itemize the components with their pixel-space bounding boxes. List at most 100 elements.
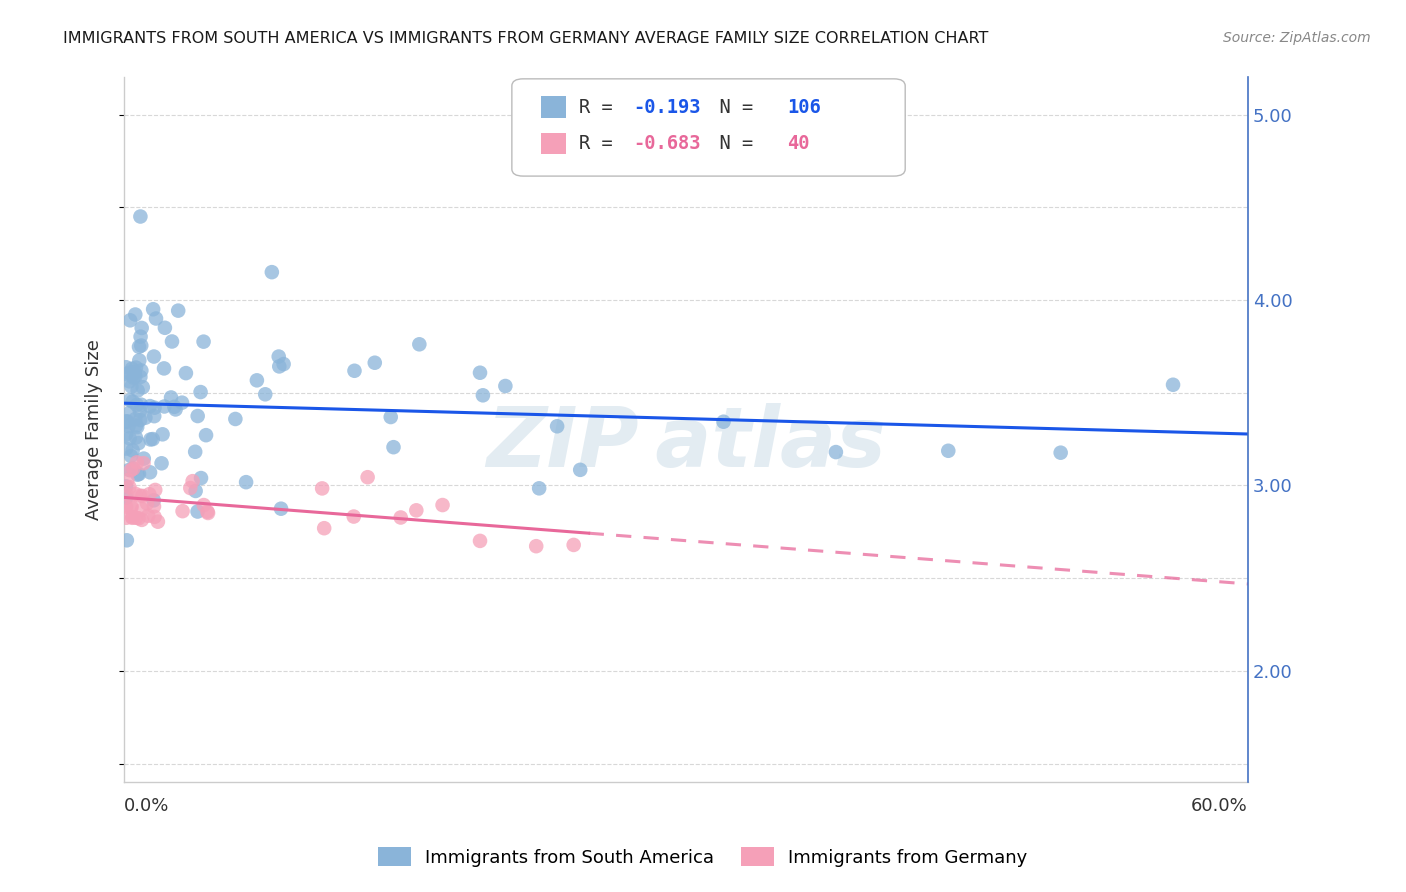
Point [343,364,366,378]
Text: 60.0%: 60.0% [1191,797,1249,815]
FancyBboxPatch shape [541,133,565,154]
Point [118,480,141,494]
Point [527,481,550,495]
Point [115,367,138,381]
Point [132,380,155,394]
Point [389,510,412,524]
Point [124,369,146,384]
Point [174,366,197,380]
Point [115,487,138,501]
Point [118,431,141,445]
Point [124,412,146,426]
Point [129,398,152,412]
Point [153,361,176,376]
FancyBboxPatch shape [512,78,905,176]
Point [138,487,160,501]
Point [132,451,155,466]
Text: R =: R = [579,97,624,117]
Point [1161,377,1184,392]
Point [170,395,193,409]
Point [235,475,257,490]
Point [115,500,138,514]
Point [124,308,146,322]
Point [115,533,138,548]
Point [129,210,152,224]
Text: 106: 106 [787,97,821,117]
Point [713,415,735,429]
Point [432,498,454,512]
Text: -0.683: -0.683 [633,134,700,153]
Point [124,365,146,379]
Point [136,496,159,510]
Point [118,366,141,380]
Point [382,440,405,454]
Point [143,483,166,497]
Point [270,501,292,516]
Point [121,510,143,524]
Point [273,357,295,371]
Point [187,504,209,518]
Point [152,427,174,442]
Point [118,374,141,388]
Point [153,320,176,334]
Point [121,443,143,458]
Point [179,481,201,495]
Point [118,463,141,477]
Text: R =: R = [579,134,624,153]
Point [115,427,138,442]
Point [936,443,959,458]
Point [142,350,165,364]
Text: IMMIGRANTS FROM SOUTH AMERICA VS IMMIGRANTS FROM GERMANY AVERAGE FAMILY SIZE COR: IMMIGRANTS FROM SOUTH AMERICA VS IMMIGRA… [63,31,988,46]
Point [120,500,142,515]
Text: Source: ZipAtlas.com: Source: ZipAtlas.com [1223,31,1371,45]
Point [129,329,152,343]
Point [143,401,166,415]
Point [139,399,162,413]
Point [193,334,215,349]
Point [131,513,153,527]
Point [1049,445,1071,459]
Point [254,387,277,401]
Point [131,489,153,503]
Text: -0.193: -0.193 [633,97,700,117]
Point [153,400,176,414]
Point [127,420,149,434]
Point [115,414,138,428]
Point [129,489,152,503]
Point [190,471,212,485]
FancyBboxPatch shape [541,96,565,118]
Legend: Immigrants from South America, Immigrants from Germany: Immigrants from South America, Immigrant… [371,840,1035,874]
Point [408,337,430,351]
Point [160,391,183,405]
Point [129,338,152,352]
Point [494,379,516,393]
Point [197,506,219,520]
Point [118,406,141,420]
Point [128,436,150,450]
Point [143,409,166,424]
Point [131,321,153,335]
Point [120,463,142,477]
Point [128,511,150,525]
Point [146,515,169,529]
Point [314,521,336,535]
Point [122,462,145,476]
Point [127,384,149,398]
Point [142,493,165,508]
Point [193,498,215,512]
Point [117,419,139,434]
Point [150,456,173,470]
Point [260,265,283,279]
Point [134,410,156,425]
Point [120,499,142,513]
Point [184,483,207,498]
Point [569,463,592,477]
Point [197,505,219,519]
Point [115,442,138,456]
Point [224,412,246,426]
Point [128,467,150,481]
Point [115,415,138,429]
Point [121,361,143,376]
Point [115,479,138,493]
Text: 40: 40 [787,134,810,153]
